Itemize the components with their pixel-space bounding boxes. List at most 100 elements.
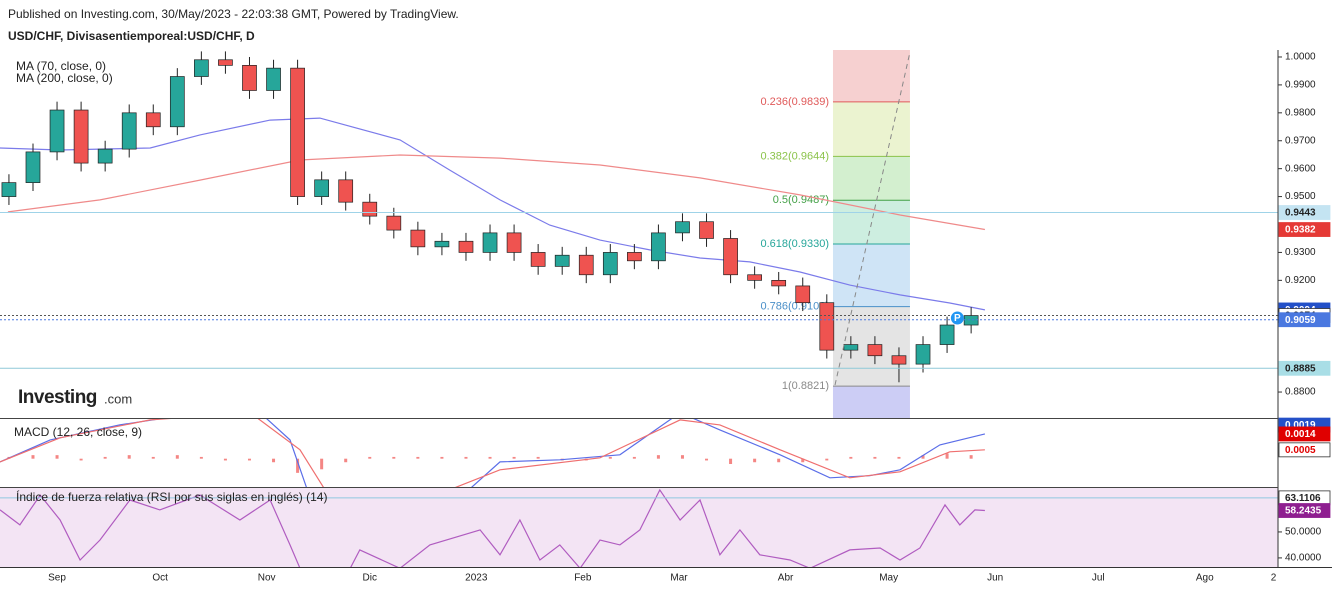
candle-body bbox=[194, 59, 209, 77]
histogram-bar bbox=[536, 456, 540, 459]
fib-label: 0.236(0.9839) bbox=[760, 96, 829, 108]
panel-title: Índice de fuerza relativa (RSI por sus s… bbox=[16, 489, 327, 504]
x-tick-label: Mar bbox=[670, 573, 688, 584]
x-tick-label: Nov bbox=[258, 573, 276, 584]
candle-body bbox=[723, 238, 738, 276]
y-tick-label: 1.0000 bbox=[1285, 52, 1316, 63]
series-line bbox=[0, 117, 986, 311]
histogram-bar bbox=[705, 458, 709, 461]
fib-label: 0.382(0.9644) bbox=[760, 150, 829, 162]
fib-label: 0.5(0.9487) bbox=[773, 194, 829, 206]
y-tick-label: 40.0000 bbox=[1285, 553, 1322, 564]
event-marker bbox=[950, 311, 964, 325]
histogram-bar bbox=[969, 455, 973, 459]
histogram-bar bbox=[368, 456, 372, 459]
legend-entry: MA (70, close, 0) bbox=[16, 59, 106, 73]
candle-body bbox=[338, 179, 354, 203]
fib-band bbox=[832, 101, 910, 157]
histogram-bar bbox=[632, 456, 636, 459]
candle-body bbox=[747, 274, 762, 281]
histogram-bar bbox=[849, 456, 853, 459]
candle-body bbox=[410, 229, 426, 248]
histogram-bar bbox=[825, 458, 829, 461]
rsi-band bbox=[0, 487, 1278, 567]
candle-body bbox=[795, 285, 811, 304]
legend-entry: MA (200, close, 0) bbox=[16, 71, 113, 85]
candle-body bbox=[169, 76, 185, 128]
price-tag bbox=[1278, 360, 1331, 376]
candle-body bbox=[554, 254, 570, 267]
y-tick-label: 0.9700 bbox=[1285, 135, 1316, 146]
overlay: MA (70, close, 0)MA (200, close, 0) P 1.00… bbox=[14, 52, 1331, 584]
published-note: Published on Investing.com, 30/May/2023 … bbox=[8, 7, 459, 21]
candle-body bbox=[915, 344, 931, 365]
histogram-bar bbox=[416, 456, 420, 459]
histogram-bar bbox=[873, 456, 877, 459]
histogram-bar bbox=[103, 456, 107, 459]
candle-body bbox=[699, 221, 714, 239]
y-tick-label: 0.9500 bbox=[1285, 191, 1316, 202]
price-tag bbox=[1278, 312, 1331, 328]
histogram-bar bbox=[223, 458, 227, 461]
histogram-bar bbox=[296, 458, 300, 473]
y-tick-label: 0.9800 bbox=[1285, 107, 1316, 118]
series-line bbox=[0, 418, 985, 487]
candle-body bbox=[218, 59, 233, 66]
fib-label: 0.618(0.9330) bbox=[760, 238, 829, 250]
histogram-bar bbox=[656, 455, 660, 459]
candle-body bbox=[771, 279, 787, 287]
fib-trend-line bbox=[834, 51, 911, 386]
candle-body bbox=[121, 112, 137, 150]
histogram-bar bbox=[199, 456, 203, 459]
price-tag-label: 0.9382 bbox=[1285, 225, 1316, 236]
histogram-bar bbox=[945, 453, 949, 459]
histogram-bar bbox=[608, 456, 612, 459]
x-tick-label: Abr bbox=[778, 573, 794, 584]
histogram-bar bbox=[175, 455, 179, 459]
candle-body bbox=[627, 252, 642, 262]
histogram-bar bbox=[680, 455, 684, 459]
price-tag bbox=[1278, 222, 1331, 237]
histogram-bar bbox=[440, 456, 444, 459]
histogram-bar bbox=[464, 456, 468, 459]
y-tick-label: 50.0000 bbox=[1285, 527, 1322, 538]
fib-band bbox=[832, 50, 910, 102]
price-tag bbox=[1278, 503, 1331, 518]
histogram-bar bbox=[55, 455, 59, 459]
candle-body bbox=[242, 65, 257, 91]
histogram-bar bbox=[392, 456, 396, 459]
histogram-bar bbox=[512, 456, 516, 459]
candle-body bbox=[25, 151, 41, 183]
fib-label: 0.786(0.9106) bbox=[760, 301, 829, 313]
candle-body bbox=[578, 254, 594, 276]
candle-body bbox=[530, 252, 546, 267]
candle-body bbox=[651, 232, 666, 262]
x-tick-label: 2 bbox=[1271, 573, 1277, 584]
candle-body bbox=[314, 179, 329, 197]
candle-body bbox=[145, 112, 161, 128]
x-tick-label: Jun bbox=[987, 573, 1003, 584]
rsi-panel bbox=[0, 487, 1278, 567]
symbol-title: USD/CHF, Divisasentiemporeal:USD/CHF, D bbox=[8, 29, 255, 43]
y-tick-label: 0.9600 bbox=[1285, 163, 1316, 174]
event-marker-label: P bbox=[954, 313, 961, 324]
price-tag-label: 0.8885 bbox=[1285, 363, 1316, 374]
histogram-bar bbox=[921, 455, 925, 459]
candle-body bbox=[73, 109, 89, 164]
y-tick-label: 0.9900 bbox=[1285, 80, 1316, 91]
x-tick-label: Oct bbox=[152, 573, 168, 584]
histogram-bar bbox=[801, 458, 805, 463]
price-tag-label: 0.0005 bbox=[1285, 445, 1316, 456]
histogram-bar bbox=[488, 456, 492, 459]
candle-body bbox=[290, 67, 305, 197]
candle-body bbox=[434, 240, 450, 248]
x-tick-label: Feb bbox=[574, 573, 592, 584]
logo-name: Investing bbox=[18, 387, 97, 408]
candle-body bbox=[867, 344, 883, 357]
candle-body bbox=[506, 232, 522, 253]
macd-panel bbox=[0, 418, 986, 487]
histogram-bar bbox=[151, 456, 155, 459]
candle-body bbox=[482, 232, 498, 253]
